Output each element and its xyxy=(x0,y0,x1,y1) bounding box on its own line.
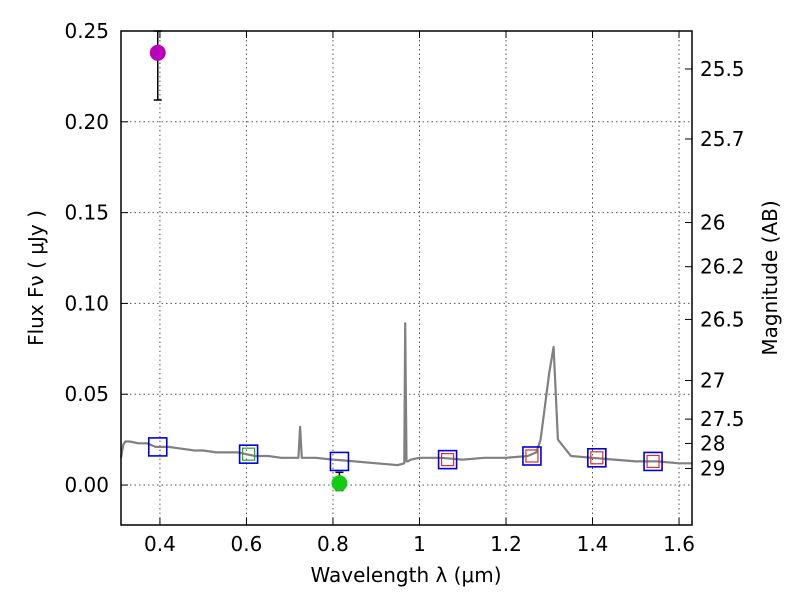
y-tick-label: 0.05 xyxy=(64,382,109,406)
spectrum-line xyxy=(119,322,692,467)
mag-tick-label: 26.2 xyxy=(700,255,745,279)
mag-tick-label: 26 xyxy=(700,211,725,235)
magnitude-axis-label: Magnitude (AB) xyxy=(758,200,782,355)
y-tick-label: 0.25 xyxy=(64,19,109,43)
mag-tick-label: 25.5 xyxy=(700,57,745,81)
mag-tick-label: 27 xyxy=(700,369,725,393)
plot-frame xyxy=(120,30,693,526)
model-photometry-box xyxy=(147,437,168,457)
model-inner-marker xyxy=(646,454,660,469)
x-tick-label: 0.8 xyxy=(317,532,349,556)
model-photometry-box xyxy=(437,449,458,470)
mag-tick-label: 27.5 xyxy=(700,407,745,431)
model-photometry-box xyxy=(643,451,663,472)
x-tick-label: 1.6 xyxy=(663,532,695,556)
mag-tick-label: 29 xyxy=(700,456,725,480)
y-tick-label: 0.15 xyxy=(64,201,109,225)
model-photometry-box xyxy=(587,448,607,468)
y-tick-label: 0.00 xyxy=(64,473,109,497)
mag-tick-label: 28 xyxy=(700,431,725,455)
y-tick-label: 0.20 xyxy=(64,110,109,134)
model-photometry-box xyxy=(329,451,350,472)
y-tick-label: 0.10 xyxy=(64,291,109,315)
model-inner-marker xyxy=(590,451,604,465)
plot-series xyxy=(119,30,692,492)
model-inner-marker xyxy=(525,449,539,463)
model-inner-marker xyxy=(242,447,256,461)
mag-tick-label: 26.5 xyxy=(700,307,745,331)
x-tick-label: 1.2 xyxy=(490,532,522,556)
x-tick-label: 1 xyxy=(413,532,426,556)
observed-point xyxy=(149,44,166,61)
model-inner-marker xyxy=(440,453,455,467)
x-axis-label: Wavelength λ (μm) xyxy=(310,563,501,587)
x-tick-label: 0.4 xyxy=(144,532,176,556)
mag-tick-label: 25.7 xyxy=(700,127,745,151)
x-tick-label: 0.6 xyxy=(231,532,263,556)
y-axis-label: Flux Fν ( μJy ) xyxy=(24,210,48,346)
x-tick-label: 1.4 xyxy=(577,532,609,556)
model-photometry-box xyxy=(522,446,542,466)
axis-ticks: 0.4 0.6 0.8 1 1.2 1.4 1.6 0.00 0.05 0.10 0.15 0.20 0… xyxy=(64,19,744,556)
observed-point xyxy=(331,475,348,492)
model-photometry-box xyxy=(238,444,259,464)
